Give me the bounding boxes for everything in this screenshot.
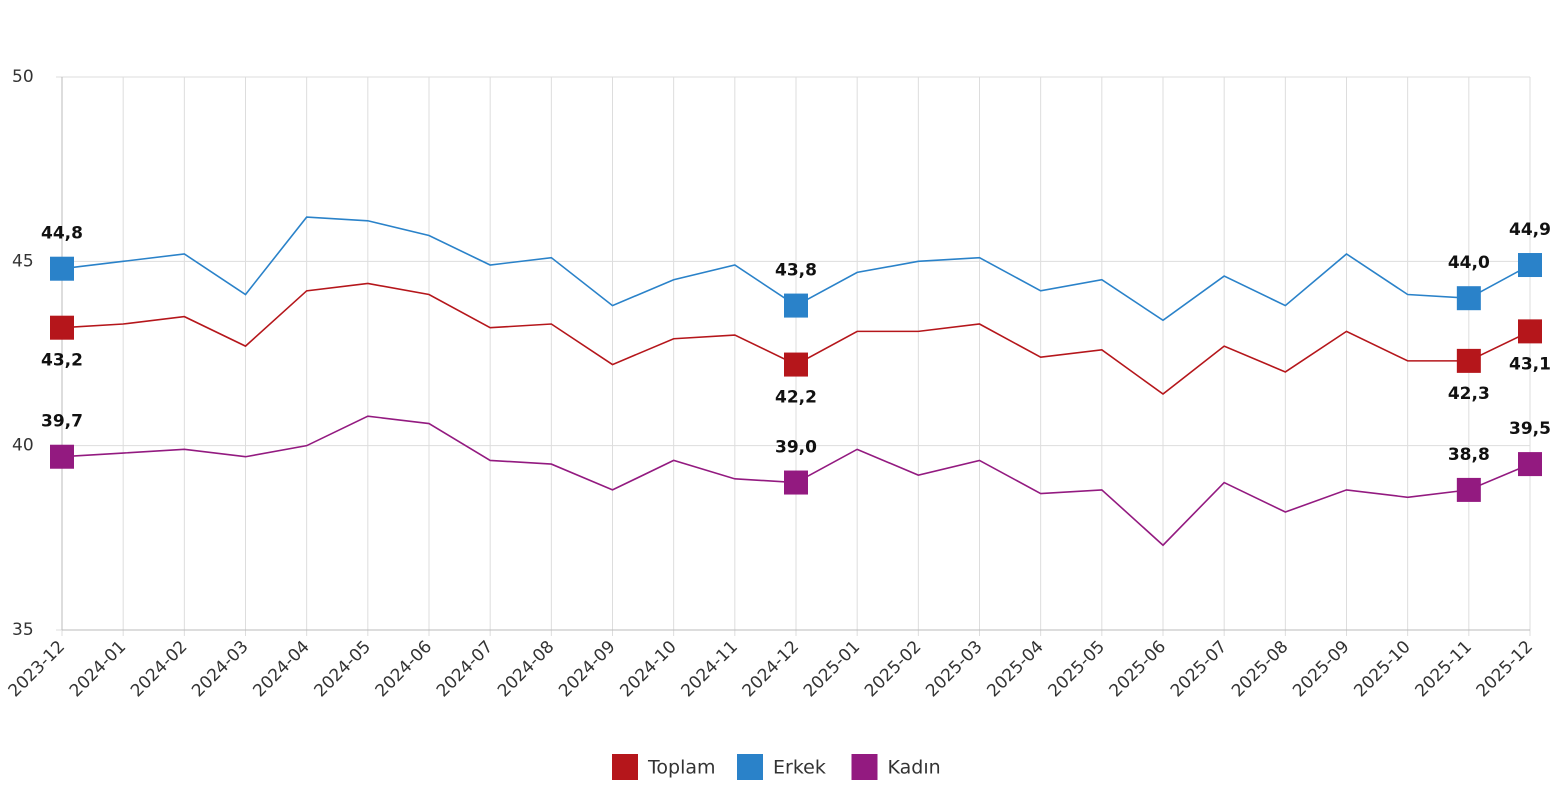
point-marker (50, 444, 74, 469)
legend-item[interactable]: Erkek (737, 754, 826, 780)
data-label: 43,8 (775, 261, 817, 281)
x-tick-label: 2025-02 (861, 637, 925, 701)
x-tick-label: 2025-10 (1350, 637, 1414, 701)
x-tick-label: 2024-03 (188, 637, 252, 701)
x-tick-label: 2024-05 (311, 637, 375, 701)
x-tick-label: 2024-09 (555, 637, 619, 701)
x-tick-label: 2023-12 (5, 637, 69, 701)
data-label: 44,0 (1448, 253, 1490, 273)
y-tick-label: 40 (12, 436, 34, 456)
x-tick-label: 2025-05 (1045, 637, 1109, 701)
x-tick-label: 2025-12 (1473, 637, 1537, 701)
x-tick-label: 2024-08 (494, 637, 558, 701)
data-label: 39,5 (1509, 419, 1551, 439)
y-tick-label: 50 (12, 67, 34, 87)
data-label: 38,8 (1448, 445, 1490, 465)
data-label: 42,3 (1448, 384, 1490, 404)
x-tick-label: 2025-09 (1289, 637, 1353, 701)
x-tick-label: 2024-02 (127, 637, 191, 701)
data-label: 44,8 (41, 224, 83, 244)
data-label: 39,7 (41, 412, 83, 432)
legend-swatch (737, 754, 763, 780)
legend-item[interactable]: Kadın (851, 754, 941, 780)
point-marker (784, 293, 808, 318)
point-marker (784, 352, 808, 377)
x-tick-label: 2025-08 (1228, 637, 1292, 701)
x-tick-label: 2024-04 (249, 637, 313, 701)
point-marker (1456, 348, 1481, 373)
point-marker (784, 470, 808, 495)
y-tick-label: 35 (12, 620, 34, 640)
legend-label: Erkek (773, 757, 826, 779)
x-tick-label: 2024-07 (433, 637, 497, 701)
legend-label: Kadın (888, 757, 941, 779)
x-tick-label: 2024-12 (739, 637, 803, 701)
x-tick-label: 2025-01 (800, 637, 864, 701)
legend-swatch (851, 754, 878, 780)
point-marker (1518, 452, 1542, 477)
x-tick-label: 2025-11 (1412, 637, 1476, 701)
data-label: 42,2 (775, 388, 817, 408)
x-tick-label: 2025-06 (1106, 637, 1170, 701)
legend-swatch (612, 754, 638, 780)
data-label: 39,0 (775, 438, 817, 458)
x-tick-label: 2025-03 (922, 637, 986, 701)
x-tick-label: 2025-04 (983, 637, 1047, 701)
data-label: 43,2 (41, 351, 83, 371)
point-marker (50, 256, 74, 281)
x-tick-label: 2024-11 (678, 637, 742, 701)
x-tick-label: 2024-06 (372, 637, 436, 701)
x-tick-label: 2025-07 (1167, 637, 1231, 701)
point-marker (50, 315, 74, 340)
point-marker (1456, 477, 1481, 502)
y-tick-label: 45 (12, 251, 34, 271)
point-marker (1518, 253, 1542, 278)
legend-label: Toplam (647, 757, 716, 779)
data-label: 43,1 (1509, 354, 1551, 374)
x-tick-label: 2024-10 (616, 637, 680, 701)
point-marker (1518, 319, 1542, 344)
legend-item[interactable]: Toplam (612, 754, 716, 780)
x-tick-label: 2024-01 (66, 637, 130, 701)
data-label: 44,9 (1509, 220, 1551, 240)
point-marker (1456, 286, 1481, 311)
